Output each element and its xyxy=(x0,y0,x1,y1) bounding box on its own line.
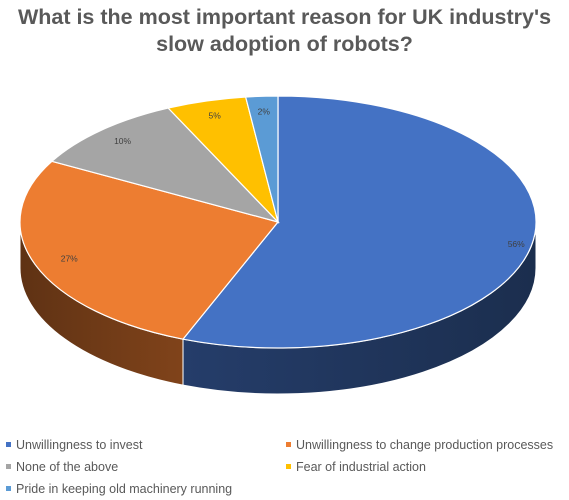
data-label-none-of-the-above: 10% xyxy=(114,136,131,146)
chart-title-line-2: slow adoption of robots? xyxy=(156,32,413,56)
pie-slice-none-of-the-above xyxy=(50,107,280,224)
pie-slice-unwillingness-to-invest xyxy=(181,95,537,349)
legend-swatch xyxy=(286,442,291,448)
data-label-fear-of-industrial-action: 5% xyxy=(209,111,222,121)
legend-label: Unwillingness to change production proce… xyxy=(296,438,554,452)
data-label-pride-in-keeping-old-machinery-running: 2% xyxy=(258,106,271,116)
chart-title-line-1: What is the most important reason for UK… xyxy=(17,5,552,29)
data-label-unwillingness-to-invest: 56% xyxy=(508,239,525,249)
legend-item-unwillingness-to-change: Unwillingness to change production proce… xyxy=(286,438,553,452)
legend-swatch xyxy=(6,486,11,492)
legend-item-pride-in-old-machinery: Pride in keeping old machinery running xyxy=(6,482,232,496)
legend-swatch xyxy=(286,464,291,470)
data-label-unwillingness-to-change-production-processes: 27% xyxy=(61,254,78,264)
legend-label: Unwillingness to invest xyxy=(16,438,143,452)
legend-label: Fear of industrial action xyxy=(296,460,426,474)
legend-item-unwillingness-to-invest: Unwillingness to invest xyxy=(6,438,142,452)
legend-label: Pride in keeping old machinery running xyxy=(16,482,233,496)
legend-swatch xyxy=(6,464,11,470)
pie-slice-pride-in-keeping-old-machinery-running xyxy=(244,95,279,223)
pie-slice-unwillingness-to-change-production-processes xyxy=(19,160,280,340)
legend-label: None of the above xyxy=(16,460,119,474)
legend-item-none-of-the-above: None of the above xyxy=(6,460,118,474)
chart-title: What is the most important reason for UK… xyxy=(0,4,569,58)
legend-swatch xyxy=(6,442,11,448)
legend-item-fear-of-industrial-action: Fear of industrial action xyxy=(286,460,426,474)
